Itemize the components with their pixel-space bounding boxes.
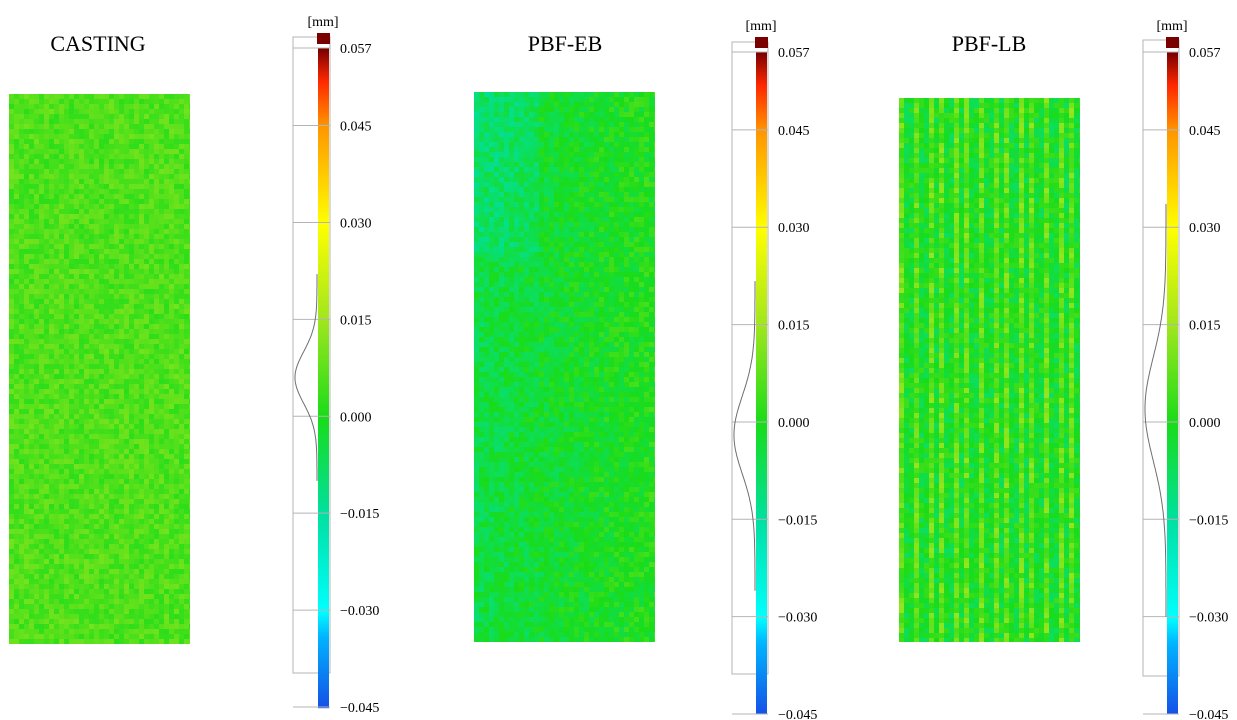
- tick-label: 0.057: [1189, 46, 1221, 61]
- tick-label: 0.000: [778, 416, 810, 431]
- overflow-marker: [1166, 37, 1179, 48]
- tick-label: −0.045: [340, 701, 379, 716]
- distribution-curve: [1144, 203, 1167, 617]
- colorbar: [756, 52, 767, 715]
- colorbar-frame: [1142, 39, 1180, 677]
- tick-label: −0.015: [1189, 513, 1228, 528]
- distribution-curve: [294, 274, 318, 481]
- panel-title: PBF-EB: [528, 31, 603, 56]
- tick-label: 0.045: [340, 120, 372, 135]
- panel-pbf-eb: PBF-EB [mm]0.057 0.045 0.030 0.015 0.000 −0.01…: [474, 19, 817, 720]
- tick-label: 0.030: [340, 216, 372, 231]
- tick-label: −0.030: [1189, 611, 1228, 626]
- tick-label: −0.015: [778, 513, 817, 528]
- deviation-map: [474, 92, 655, 642]
- tick-label: 0.030: [778, 221, 810, 236]
- tick-label: 0.000: [1189, 416, 1221, 431]
- panel-casting: CASTING [mm]0.057 0.045 0.030 0.015 0.000 −0.0…: [9, 15, 379, 716]
- tick-label: −0.030: [340, 604, 379, 619]
- overflow-marker: [317, 33, 330, 44]
- colorbar-unit: [mm]: [1156, 19, 1187, 34]
- colorbar: [318, 48, 329, 709]
- colorbar-unit: [mm]: [745, 19, 776, 34]
- tick-label: 0.015: [778, 319, 810, 334]
- deviation-map: [9, 94, 190, 644]
- colorbar-frame: [731, 41, 769, 675]
- colorbar-unit: [mm]: [307, 15, 338, 30]
- tick-label: 0.045: [1189, 124, 1221, 139]
- tick-label: 0.045: [778, 124, 810, 139]
- tick-label: −0.045: [778, 708, 817, 720]
- panel-pbf-lb: PBF-LB [mm]0.057 0.045 0.030 0.015 0.000 −0.01…: [899, 19, 1228, 720]
- overflow-marker: [755, 37, 768, 48]
- panel-title: PBF-LB: [952, 31, 1027, 56]
- tick-label: 0.015: [1189, 319, 1221, 334]
- colorbar: [1167, 52, 1178, 715]
- tick-label: −0.015: [340, 507, 379, 522]
- colorbar-frame: [292, 36, 331, 674]
- tick-label: 0.057: [340, 42, 372, 57]
- tick-label: −0.030: [778, 611, 817, 626]
- tick-label: 0.000: [340, 410, 372, 425]
- distribution-curve: [733, 281, 756, 591]
- deviation-map: [899, 98, 1080, 642]
- tick-label: −0.045: [1189, 708, 1228, 720]
- panel-title: CASTING: [50, 31, 145, 56]
- tick-label: 0.057: [778, 46, 810, 61]
- tick-label: 0.015: [340, 313, 372, 328]
- tick-label: 0.030: [1189, 221, 1221, 236]
